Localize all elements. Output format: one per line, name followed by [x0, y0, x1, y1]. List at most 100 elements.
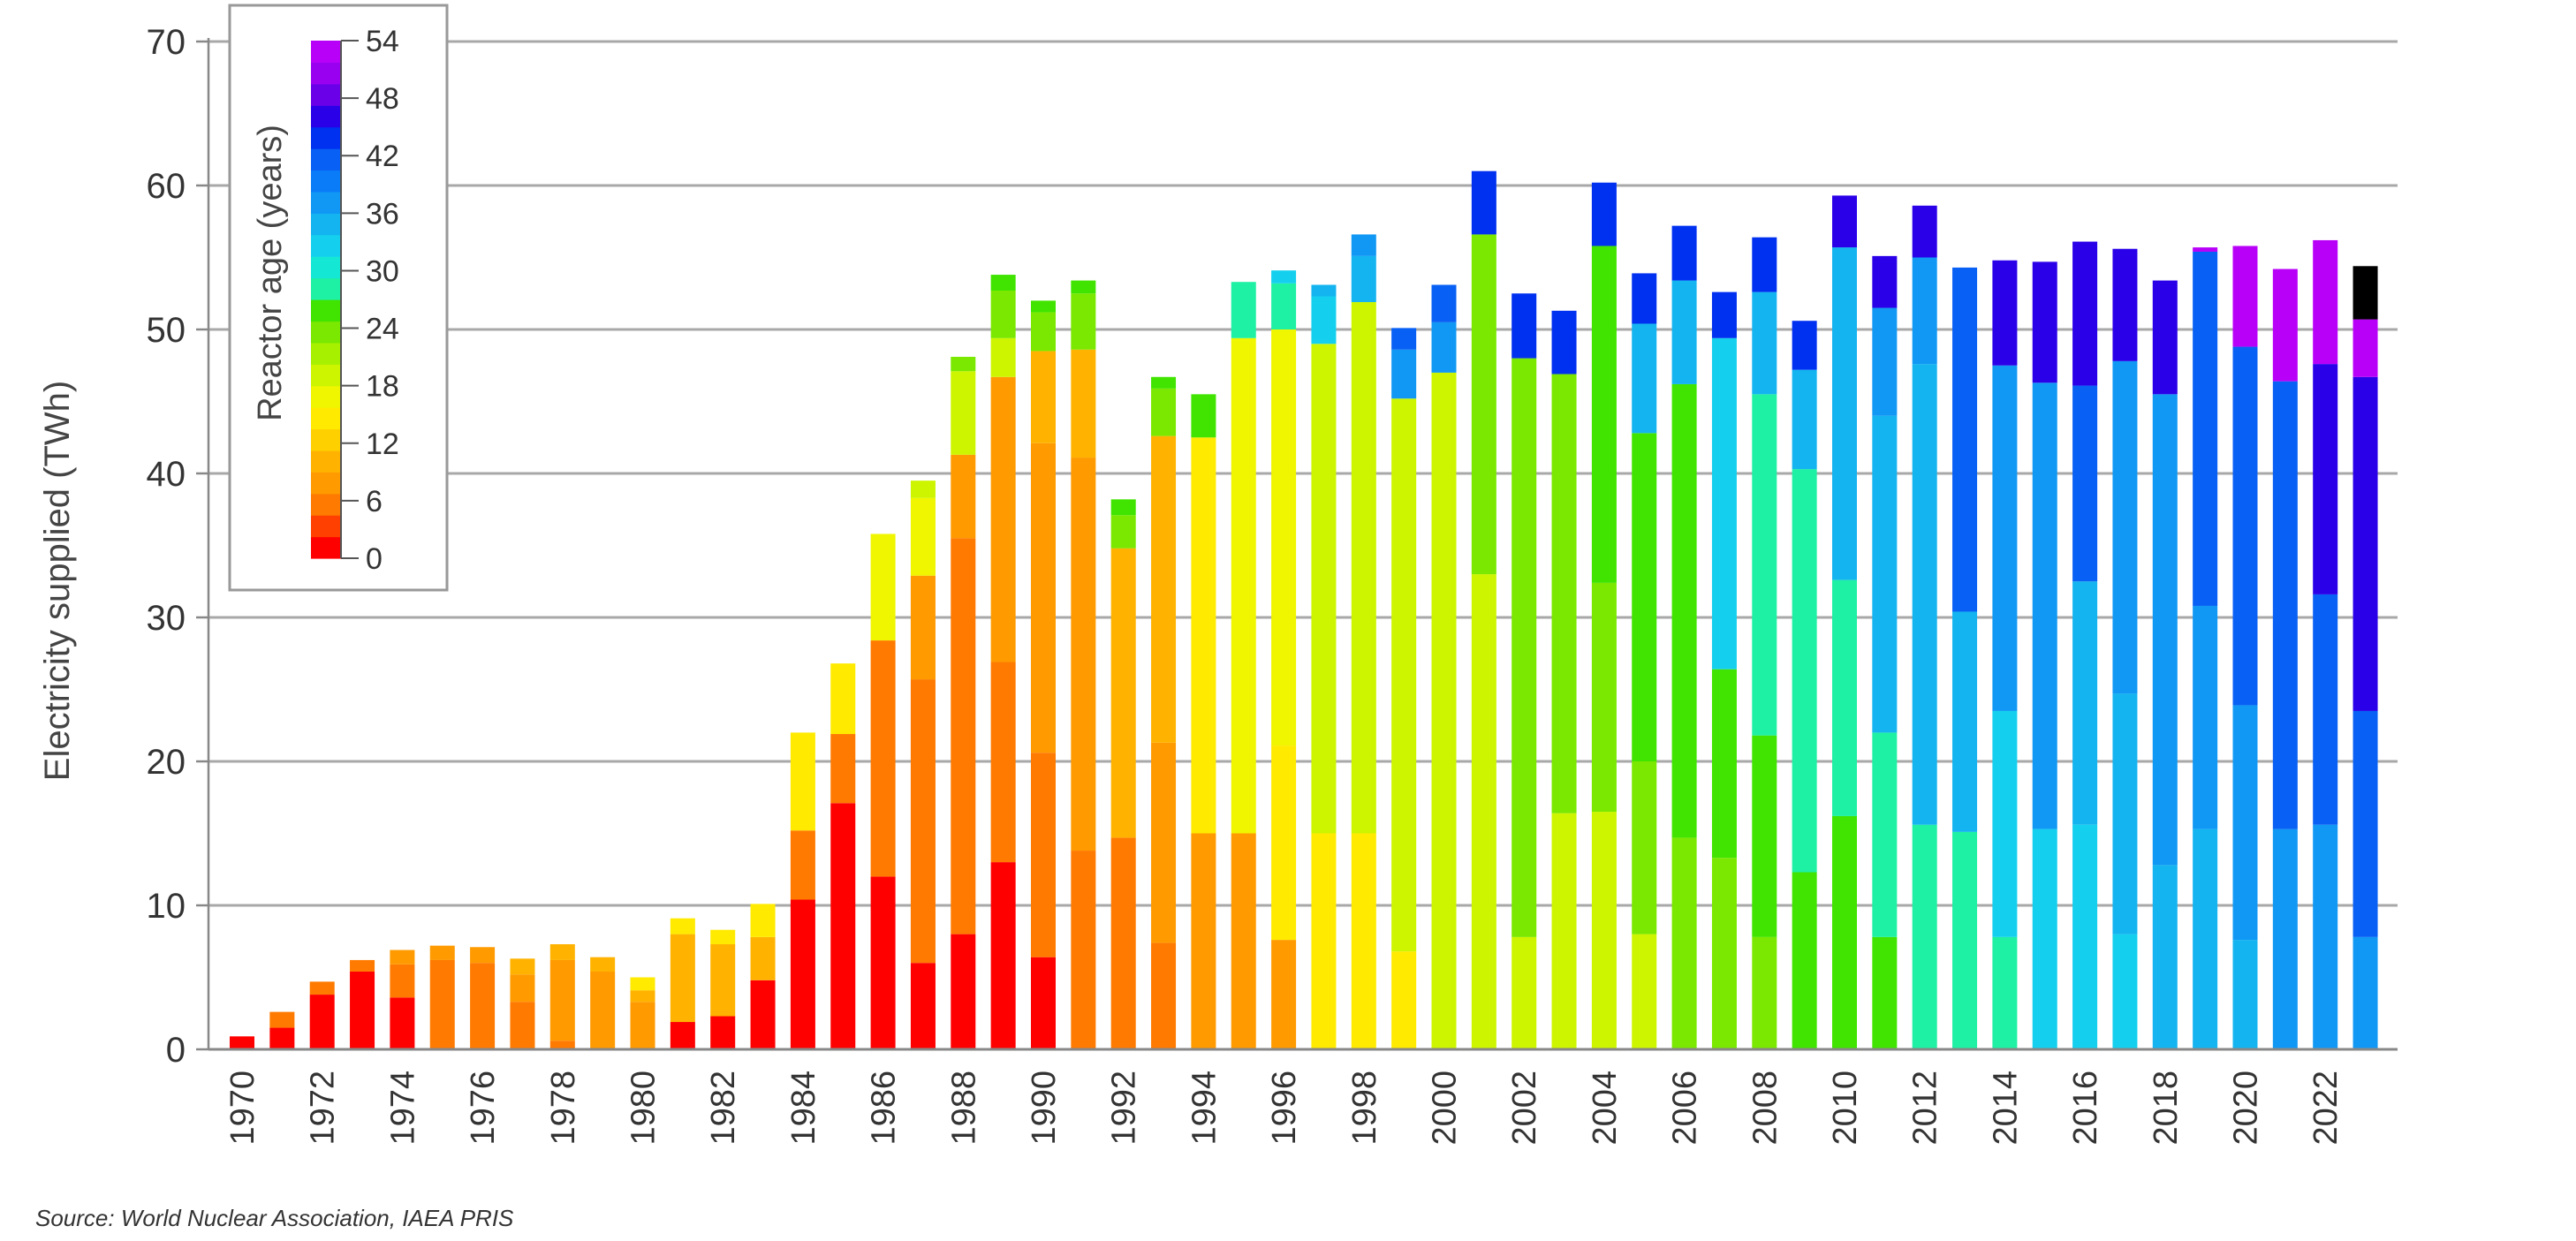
- bar-segment: [1591, 246, 1617, 583]
- bar-segment: [670, 1022, 695, 1049]
- y-axis-label: Electricity supplied (TWh): [38, 381, 77, 781]
- colorbar-segment: [311, 364, 341, 387]
- bar-segment: [2313, 239, 2338, 365]
- colorbar-segment: [311, 450, 341, 473]
- x-tick-label: 1998: [1346, 1071, 1383, 1146]
- bar-segment: [1591, 812, 1617, 1049]
- bar-segment: [309, 981, 335, 995]
- bar-segment: [1071, 349, 1096, 458]
- x-tick-label: 2018: [2148, 1071, 2185, 1146]
- bar-segment: [590, 957, 616, 972]
- bar-segment: [1711, 858, 1737, 1049]
- colorbar-segment: [311, 493, 341, 516]
- colorbar-segment: [311, 126, 341, 149]
- bar-segment: [1151, 388, 1177, 436]
- bar-segment: [1752, 735, 1777, 937]
- bar-segment: [1792, 872, 1817, 1049]
- bar-segment: [670, 918, 695, 935]
- x-tick-label: 1970: [224, 1071, 261, 1146]
- bar-segment: [870, 533, 896, 641]
- bar-segment: [1711, 337, 1737, 670]
- bar-segment: [870, 876, 896, 1049]
- bar-segment: [1832, 247, 1857, 580]
- bar-segment: [510, 958, 535, 975]
- colorbar-segment: [311, 213, 341, 236]
- bar-segment: [910, 481, 936, 498]
- legend-title: Reactor age (years): [252, 125, 289, 421]
- bar-segment: [1832, 195, 1857, 248]
- y-tick-label: 0: [166, 1031, 186, 1070]
- bar-segment: [2072, 824, 2098, 1049]
- bar-segment: [2232, 940, 2258, 1049]
- bar-segment: [1151, 435, 1177, 743]
- bar-segment: [1391, 328, 1417, 350]
- bar-segment: [2032, 261, 2057, 383]
- bar-segment: [470, 947, 496, 964]
- bar-segment: [2072, 241, 2098, 386]
- colorbar-segment: [311, 385, 341, 408]
- bar-segment: [630, 990, 655, 1003]
- bar-segment: [1632, 934, 1657, 1049]
- bar-segment: [1912, 205, 1937, 258]
- colorbar-tick-label: 30: [366, 254, 399, 288]
- bar-segment: [309, 995, 335, 1049]
- x-tick-label: 2002: [1506, 1071, 1543, 1146]
- colorbar-segment: [311, 83, 341, 106]
- bar-segment: [2072, 581, 2098, 825]
- bar-segment: [710, 944, 736, 1017]
- bar-segment: [1912, 257, 1937, 365]
- bar-segment: [2232, 346, 2258, 706]
- bar-segment: [1191, 833, 1216, 1049]
- bar-segment: [1992, 365, 2018, 711]
- bar-segment: [2193, 247, 2218, 252]
- bar-segment: [1671, 225, 1697, 281]
- bar-segment: [2232, 705, 2258, 941]
- bar-segment: [750, 904, 776, 937]
- bar-segment: [630, 977, 655, 991]
- bar-segment: [2313, 364, 2338, 594]
- bar-segment: [470, 963, 496, 1049]
- bar-segment: [1912, 824, 1937, 1049]
- bar-segment: [1071, 293, 1096, 350]
- bar-segment: [1151, 942, 1177, 1049]
- x-tick-label: 2016: [2067, 1071, 2104, 1146]
- bar-segment: [1271, 283, 1297, 329]
- bar-segment: [1471, 170, 1496, 235]
- bar-segment: [1271, 329, 1297, 746]
- bar-segment: [790, 830, 815, 900]
- bar-segment: [1031, 957, 1056, 1049]
- bar-segment: [269, 1027, 295, 1049]
- bar-segment: [390, 964, 415, 998]
- gridlines: [208, 40, 2398, 907]
- bar-segment: [1952, 611, 1978, 832]
- colorbar-segment: [311, 234, 341, 257]
- bar-segment: [750, 980, 776, 1049]
- bar-segment: [1431, 372, 1457, 1049]
- x-tick-label: 1996: [1266, 1071, 1303, 1146]
- bar-segment: [1711, 669, 1737, 859]
- bar-segment: [870, 640, 896, 877]
- bar-segment: [2032, 382, 2057, 829]
- bar-segment: [1952, 831, 1978, 1049]
- bar-segment: [2313, 594, 2338, 825]
- colorbar-segment: [311, 515, 341, 538]
- bar-segment: [2232, 246, 2258, 347]
- bar-segment: [910, 679, 936, 964]
- bar-segment: [1992, 710, 2018, 937]
- x-tick-label: 1982: [705, 1071, 742, 1146]
- colorbar-segment: [311, 41, 341, 64]
- bar-segment: [549, 944, 575, 960]
- bar-segment: [1832, 579, 1857, 816]
- bar-segment: [2152, 394, 2178, 866]
- bar-segment: [790, 899, 815, 1049]
- bar-segment: [670, 934, 695, 1023]
- bar-segment: [1792, 321, 1817, 370]
- bar-segment: [990, 275, 1016, 291]
- bar-segment: [1031, 312, 1056, 352]
- bar-segment: [2313, 824, 2338, 1049]
- bar-segment: [2193, 251, 2218, 606]
- colorbar-tick-label: 48: [366, 82, 399, 116]
- colorbar-segment: [311, 407, 341, 430]
- bar-segment: [1311, 344, 1337, 834]
- colorbar-segment: [311, 105, 341, 128]
